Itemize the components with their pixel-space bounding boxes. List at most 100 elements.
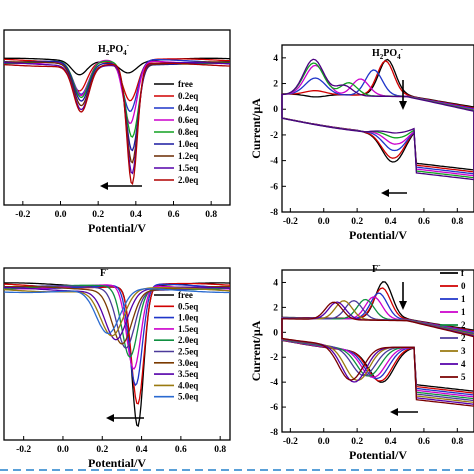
panel-a-series-line: [4, 61, 231, 175]
panel-c-series-line: [4, 288, 230, 335]
panel-a-legend-label: 0.2eq: [178, 91, 198, 101]
panel-b-xtick-label: 0.2: [351, 217, 363, 227]
panel-d-xtick-label: 0.6: [418, 437, 430, 447]
panel-b-frame: [281, 44, 474, 213]
panel-a-xtick-label: -0.2: [15, 210, 30, 220]
panel-a-legend-label: 1.0eq: [178, 139, 198, 149]
panel-d-cycle-line: [281, 298, 474, 400]
panel-b-ytick-label: 0: [273, 105, 278, 115]
panel-b-arrow-down: [399, 80, 407, 110]
panel-c-legend-label: free: [178, 290, 193, 300]
panel-d-ytick-label: 2: [273, 303, 278, 313]
panel-b-ylabel: Current/μA: [249, 98, 263, 159]
panel-c-legend-label: 2.0eq: [178, 335, 198, 345]
panel-d-cycle-line: [281, 296, 474, 398]
panel-b-ytick-label: 4: [273, 54, 278, 64]
panel-b-arrow-left: [381, 189, 407, 197]
panel-a-legend-label: 1.5eq: [178, 163, 198, 173]
panel-b-cycle-line: [281, 58, 474, 171]
panel-a-arrow: [100, 182, 142, 190]
panel-c-legend-label: 1.5eq: [178, 324, 198, 334]
panel-d-ytick-label: -2: [270, 353, 278, 363]
panel-c-annotation: F-: [100, 265, 109, 279]
panel-b-xtick-label: 0.4: [385, 217, 397, 227]
panel-c-xtick-label: 0.6: [175, 445, 187, 455]
panel-d-ytick-label: 4: [273, 278, 278, 288]
panel-b-cycle-line: [281, 60, 474, 173]
panel-d-frame: [281, 269, 474, 433]
panel-d-xtick-label: 0.8: [451, 437, 463, 447]
panel-b-ytick-label: -6: [270, 182, 278, 192]
panel-b-annotation: H2PO4-: [372, 45, 404, 61]
panel-c-xtick-label: 0.4: [136, 445, 148, 455]
panel-a-arrow-head: [100, 182, 108, 190]
panel-b-cycle-line: [281, 69, 474, 175]
panel-d-legend-label: 1: [461, 294, 466, 304]
panel-b-cycle-line: [281, 64, 474, 177]
panel-c-xtick-label: 0.0: [57, 445, 69, 455]
panel-d-xlabel: Potential/V: [349, 448, 407, 462]
panel-d-legend-label: 3: [461, 346, 466, 356]
panel-a-legend-label: 0.8eq: [178, 127, 198, 137]
panel-b-ytick-label: -8: [270, 208, 278, 218]
panel-d: -0.2 0.0 0.2 0.4 0.6 0.8 Potential/V -8 -6 -4 -2 0 2…: [249, 261, 474, 462]
panel-c-frame: [3, 267, 231, 441]
panel-a-series-line: [4, 62, 231, 186]
panel-d-xtick-label: 0.0: [318, 437, 330, 447]
panel-d-legend-label: 2: [461, 320, 466, 330]
panel-b-ytick-label: 2: [273, 80, 278, 90]
panel-c-legend-label: 3.5eq: [178, 369, 198, 379]
panel-d-xtick-label: -0.2: [283, 437, 298, 447]
panel-a-xtick-label: 0.0: [55, 210, 67, 220]
panel-a-xtick-label: 0.2: [92, 210, 104, 220]
panel-d-arrow-down: [399, 282, 407, 310]
panel-d-legend-label: 2: [461, 333, 466, 343]
panel-d-legend-label: 5: [461, 372, 466, 382]
panel-a-xtick-label: 0.6: [168, 210, 180, 220]
panel-c-arrow: [106, 414, 144, 422]
panel-c-legend-label: 0.5eq: [178, 301, 198, 311]
panel-b-xtick-label: 0.6: [418, 217, 430, 227]
panel-c-xtick-label: -0.2: [16, 445, 31, 455]
panel-c-legend-label: 3.0eq: [178, 358, 198, 368]
panel-a-frame: [3, 29, 231, 206]
panel-a-annotation: H2PO4-: [98, 41, 130, 57]
panel-b-xtick-label: 0.8: [451, 217, 463, 227]
panel-a-legend-label: 2.0eq: [178, 175, 198, 185]
panel-c-legend-label: 2.5eq: [178, 347, 198, 357]
panel-a-legend-label: 0.6eq: [178, 115, 198, 125]
panel-c-legend-label: 5.0eq: [178, 392, 198, 402]
panel-c-legend-label: 1.0eq: [178, 313, 198, 323]
panel-b-cycle-line: [281, 58, 474, 181]
panel-a-legend-label: free: [178, 79, 193, 89]
panel-d-ylabel: Current/μA: [249, 320, 263, 381]
panel-d-ytick-label: -4: [270, 378, 278, 388]
panel-d-cycle-line: [281, 301, 474, 405]
panel-b-xtick-label: 0.0: [318, 217, 330, 227]
panel-a-xlabel: Potential/V: [88, 221, 146, 235]
panel-a-xtick-label: 0.4: [130, 210, 142, 220]
panel-c-series-line: [3, 286, 231, 341]
panel-d-cycle-line: [281, 300, 474, 402]
panel-b-xlabel: Potential/V: [349, 228, 407, 242]
panel-d-cycle-line: [281, 300, 474, 404]
panel-b-ytick-label: -4: [270, 157, 278, 167]
panel-a: -0.2 0.0 0.2 0.4 0.6 0.8 Potential/V free 0.2eq 0…: [3, 29, 231, 235]
panel-d-xtick-label: 0.2: [351, 437, 363, 447]
panel-c-legend-label: 4.0eq: [178, 380, 198, 390]
panel-d-ytick-label: -6: [270, 403, 278, 413]
panel-b: -0.2 0.0 0.2 0.4 0.6 0.8 Potential/V -8 -6 -4 -2 0 2…: [249, 44, 474, 242]
panel-c-xlabel: Potential/V: [88, 456, 146, 470]
panel-d-legend-label: f: [461, 268, 465, 278]
panel-b-xtick-label: -0.2: [283, 217, 298, 227]
panel-d-arrow-left: [390, 408, 418, 416]
panel-a-legend-label: 1.2eq: [178, 151, 198, 161]
panel-d-ytick-label: 0: [273, 328, 278, 338]
panel-d-annotation: F-: [372, 261, 381, 275]
panel-d-ytick-label: -8: [270, 428, 278, 438]
panel-d-legend-label: 4: [461, 359, 466, 369]
panel-a-legend-label: 0.4eq: [178, 103, 198, 113]
panel-d-legend-label: 1: [461, 307, 466, 317]
